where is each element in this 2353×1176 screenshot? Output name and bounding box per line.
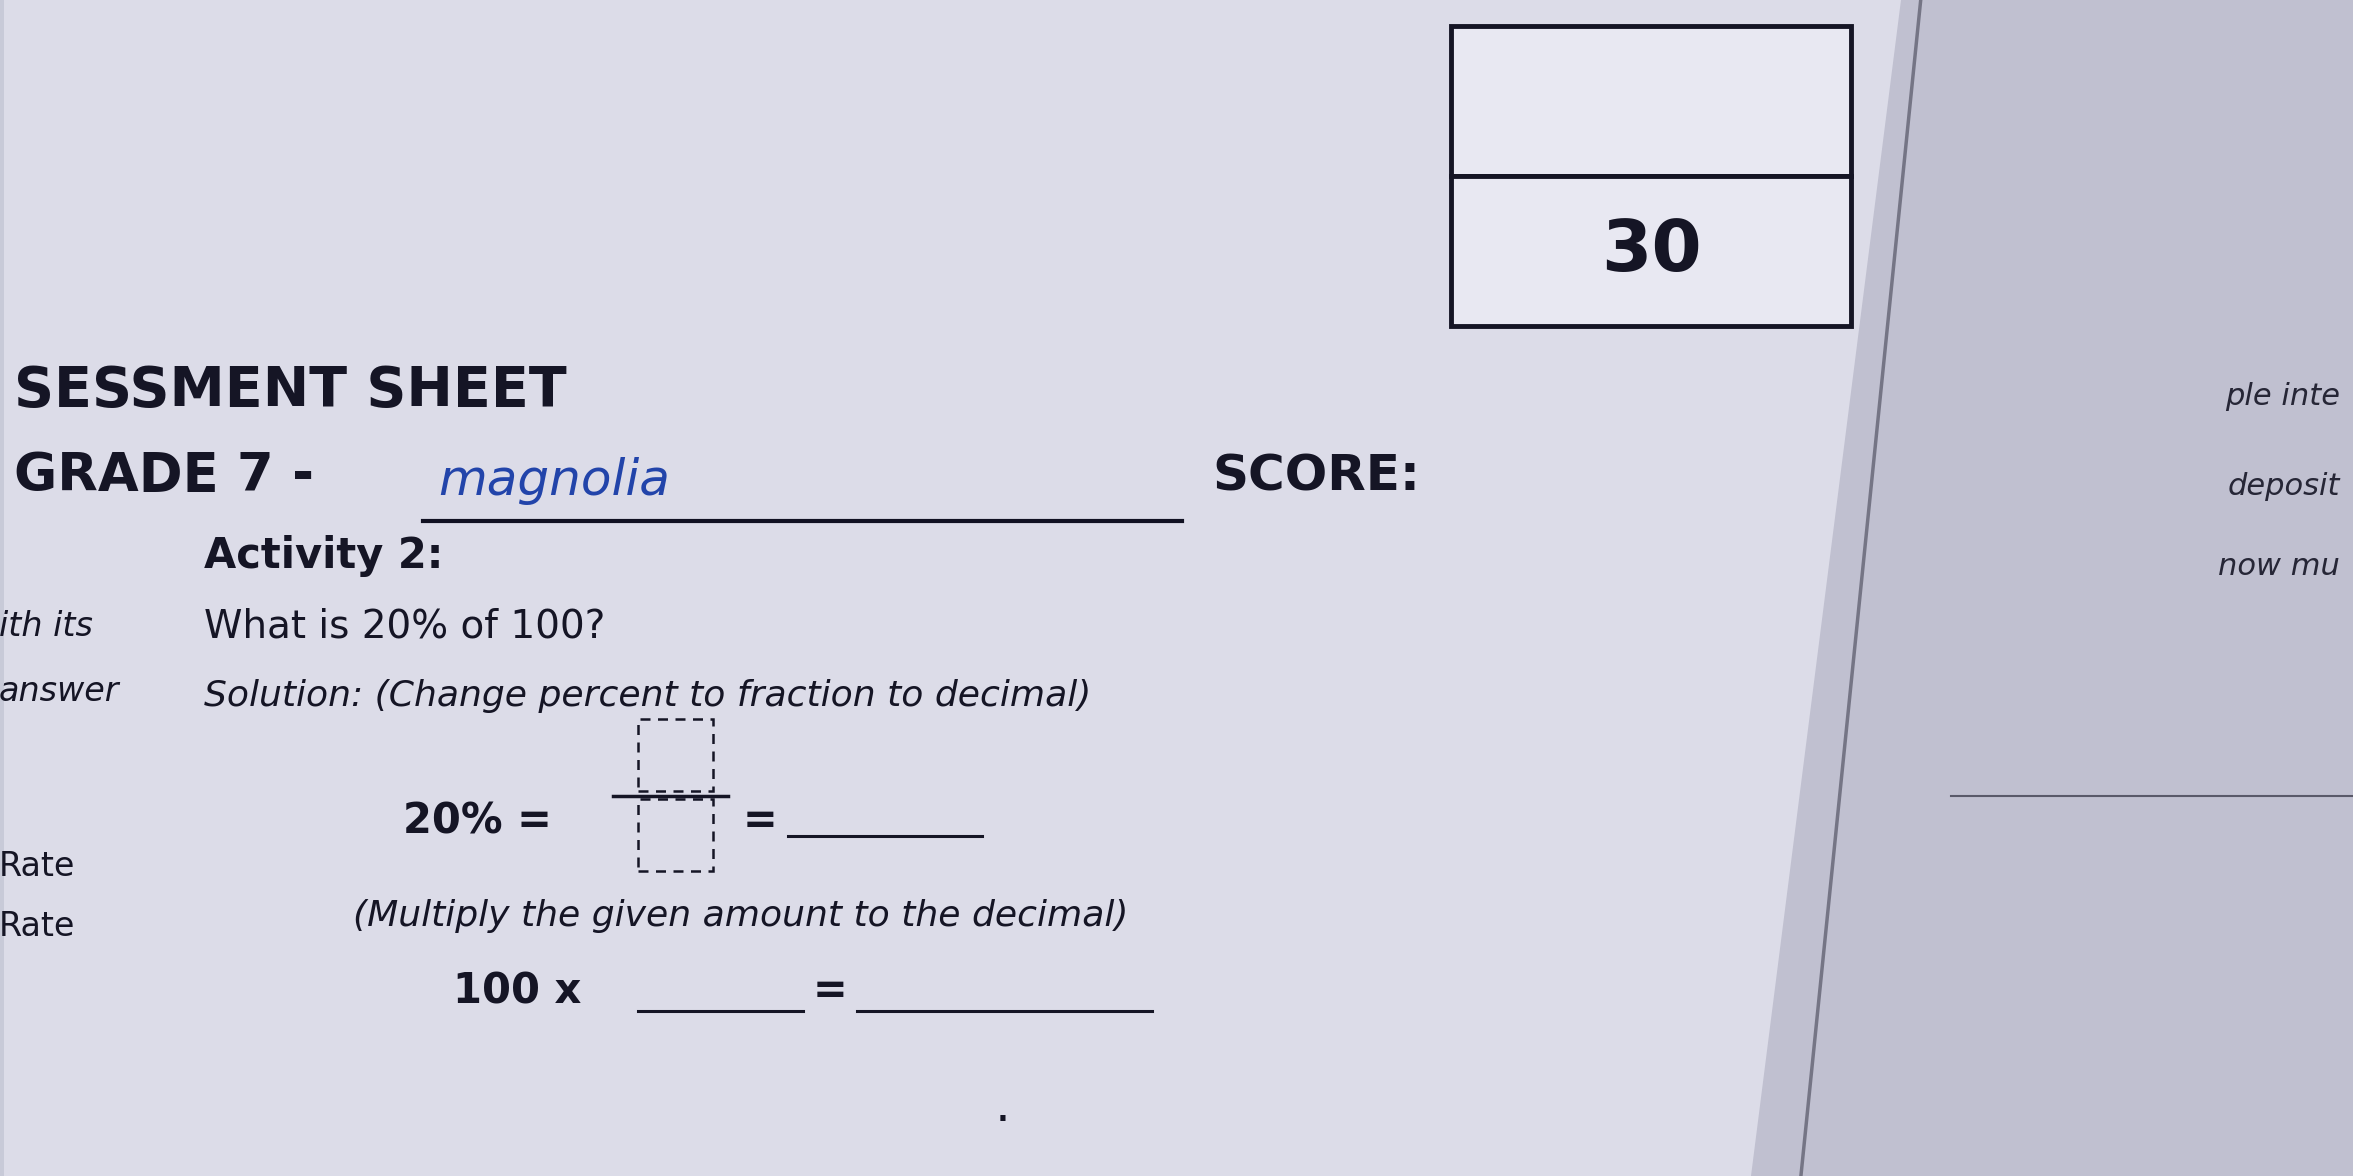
Text: ·: · [995, 1097, 1009, 1145]
FancyBboxPatch shape [0, 0, 2129, 1176]
Text: GRADE 7 -: GRADE 7 - [14, 450, 332, 502]
Text: Activity 2:: Activity 2: [205, 535, 442, 577]
Text: SESSMENT SHEET: SESSMENT SHEET [14, 365, 567, 417]
Text: =: = [812, 970, 847, 1013]
Text: SCORE:: SCORE: [1212, 452, 1419, 500]
Bar [1452, 26, 1852, 176]
Text: 100 x: 100 x [454, 970, 581, 1013]
Text: Solution: (Change percent to fraction to decimal): Solution: (Change percent to fraction to… [205, 679, 1092, 713]
Text: answer: answer [0, 675, 120, 708]
Text: (Multiply the given amount to the decimal): (Multiply the given amount to the decima… [353, 898, 1129, 933]
Text: ple inte: ple inte [2226, 381, 2339, 410]
Polygon shape [1751, 0, 2353, 1176]
Text: ith its: ith its [0, 609, 92, 642]
Bar [638, 799, 713, 871]
Bar [638, 719, 713, 791]
Text: 30: 30 [1600, 216, 1701, 286]
Bar [1452, 176, 1852, 326]
Text: What is 20% of 100?: What is 20% of 100? [205, 607, 605, 644]
Text: deposit: deposit [2228, 472, 2339, 501]
Text: Rate: Rate [0, 849, 75, 882]
Text: now mu: now mu [2219, 552, 2339, 581]
Text: Rate: Rate [0, 909, 75, 942]
Text: 20% =: 20% = [402, 800, 553, 842]
Text: magnolia: magnolia [438, 457, 671, 505]
Text: =: = [744, 800, 776, 842]
